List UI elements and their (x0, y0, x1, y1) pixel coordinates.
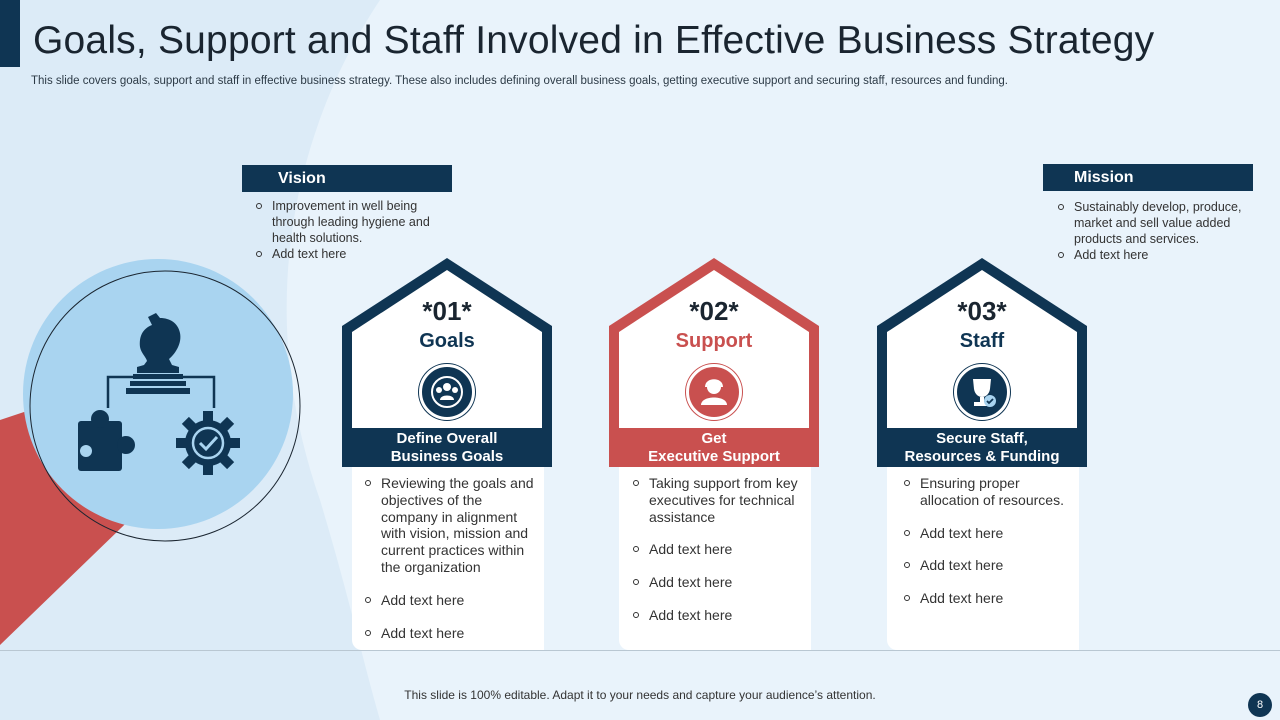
page-subtitle: This slide covers goals, support and sta… (31, 75, 1009, 87)
list-item: Add text here (630, 574, 802, 591)
mission-label: Mission (1074, 169, 1134, 186)
vision-list: Improvement in well being through leadin… (254, 198, 450, 262)
list-item: Add text here (901, 557, 1073, 574)
support-panel (619, 466, 811, 650)
list-item: Taking support from key executives for t… (630, 475, 802, 525)
trophy-check-icon (954, 364, 1010, 420)
list-item: Add text here (901, 590, 1073, 607)
goals-band-line: Business Goals (390, 448, 504, 465)
support-list: Taking support from key executives for t… (630, 475, 802, 624)
goals-panel (352, 466, 544, 650)
staff-number: *03* (957, 296, 1007, 326)
team-globe-icon (419, 364, 475, 420)
list-item: Add text here (362, 625, 534, 642)
support-card: *02* Support Get Executive Support (609, 258, 819, 468)
goals-band: Define Overall Business Goals (342, 428, 552, 467)
footer-divider (0, 650, 1280, 651)
support-band-line: Executive Support (648, 448, 780, 465)
strategy-circle (23, 259, 301, 542)
list-item: Add text here (630, 541, 802, 558)
page-title: Goals, Support and Staff Involved in Eff… (33, 19, 1155, 62)
vision-label: Vision (278, 170, 326, 187)
goals-card: *01* Goals Define Overall Business Goals (342, 258, 552, 468)
staff-house-frame (877, 258, 1087, 428)
staff-band-line: Secure Staff, (936, 430, 1028, 447)
support-agent-icon (686, 364, 742, 420)
puzzle-piece-icon (78, 410, 135, 471)
footer-note: This slide is 100% editable. Adapt it to… (404, 688, 876, 702)
goals-number: *01* (422, 296, 472, 326)
staff-band-line: Resources & Funding (904, 448, 1060, 465)
mission-list: Sustainably develop, produce, market and… (1056, 199, 1256, 263)
staff-list: Ensuring proper allocation of resources.… (901, 475, 1073, 607)
page-number: 8 (1248, 693, 1272, 717)
vision-tag: Vision (242, 165, 452, 192)
support-heading: Support (675, 330, 753, 352)
support-house-frame (609, 258, 819, 428)
staff-heading: Staff (959, 330, 1005, 352)
goals-heading: Goals (419, 330, 475, 352)
vision-item: Add text here (254, 246, 450, 262)
goals-band-line: Define Overall (396, 430, 498, 447)
list-item: Reviewing the goals and objectives of th… (362, 475, 534, 576)
mission-item: Add text here (1056, 247, 1256, 263)
staff-panel (887, 466, 1079, 650)
title-accent-bar (0, 0, 20, 67)
mission-item: Sustainably develop, produce, market and… (1056, 199, 1256, 247)
list-item: Add text here (362, 592, 534, 609)
support-number: *02* (689, 296, 739, 326)
list-item: Ensuring proper allocation of resources. (901, 475, 1073, 509)
support-band: Get Executive Support (609, 428, 819, 467)
vision-item: Improvement in well being through leadin… (254, 198, 450, 246)
mission-tag: Mission (1043, 164, 1253, 191)
goals-house-frame (342, 258, 552, 428)
list-item: Add text here (630, 607, 802, 624)
staff-band: Secure Staff, Resources & Funding (877, 428, 1087, 467)
support-band-line: Get (701, 430, 727, 447)
staff-card: *03* Staff Secure Staff, Resources & Fun… (877, 258, 1087, 468)
list-item: Add text here (901, 525, 1073, 542)
gear-check-icon (176, 411, 240, 475)
goals-list: Reviewing the goals and objectives of th… (362, 475, 534, 641)
